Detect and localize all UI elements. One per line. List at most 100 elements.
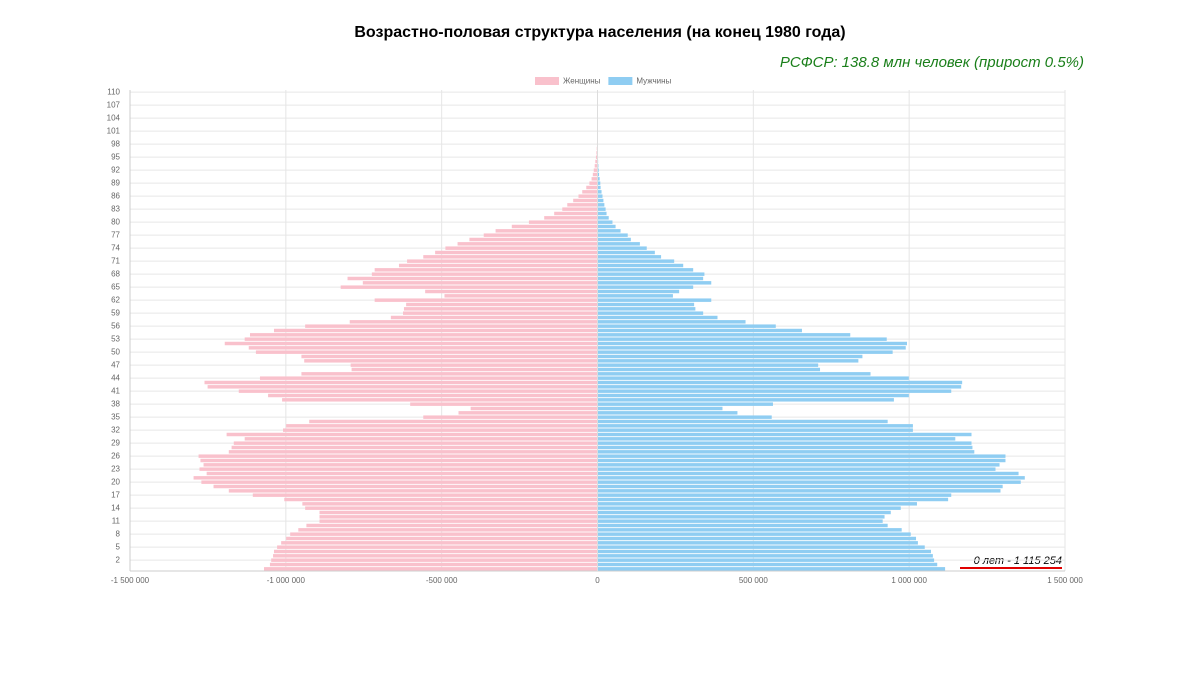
bar	[319, 510, 598, 515]
y-tick-label: 32	[111, 425, 120, 434]
bar	[228, 450, 598, 454]
bar	[573, 198, 598, 203]
bar	[224, 341, 598, 346]
bar	[283, 428, 598, 432]
bar	[597, 263, 684, 268]
bar	[228, 489, 598, 493]
bar	[444, 294, 598, 298]
y-tick-label: 44	[111, 373, 120, 382]
bar	[597, 181, 601, 185]
bar	[304, 359, 598, 363]
y-tick-label: 47	[111, 360, 120, 369]
bar	[597, 541, 918, 545]
bar	[200, 458, 598, 463]
y-tick-label: 92	[111, 165, 120, 174]
bar	[597, 549, 931, 554]
bar	[597, 515, 885, 519]
bar	[597, 545, 925, 549]
y-tick-label: 62	[111, 295, 120, 304]
y-tick-label: 2	[116, 555, 121, 564]
y-tick-label: 5	[116, 542, 121, 551]
bar	[407, 259, 598, 263]
y-tick-label: 89	[111, 178, 120, 187]
bar	[298, 528, 598, 532]
bar	[268, 393, 598, 398]
bar	[403, 311, 598, 315]
bar	[252, 493, 598, 497]
bar	[302, 502, 598, 506]
bar	[403, 307, 598, 311]
y-tick-label: 71	[111, 256, 120, 265]
bar	[597, 172, 600, 177]
bar	[591, 177, 598, 181]
bar	[597, 372, 871, 376]
bar	[597, 463, 1000, 467]
bar	[554, 211, 598, 216]
bar	[595, 155, 598, 159]
bar	[597, 497, 949, 502]
bar	[597, 281, 712, 285]
bar	[597, 502, 917, 506]
bar	[198, 454, 598, 458]
bar	[282, 398, 598, 402]
bar	[597, 285, 694, 289]
bar	[457, 242, 598, 246]
bar	[469, 237, 598, 242]
bar	[271, 558, 598, 562]
bar	[597, 190, 602, 194]
bar	[597, 294, 673, 298]
y-tick-label: 50	[111, 347, 120, 356]
bar	[597, 328, 802, 333]
bar	[301, 354, 598, 359]
y-tick-label: 101	[107, 126, 121, 135]
bar	[286, 536, 598, 541]
bar	[248, 346, 598, 350]
bar	[597, 298, 712, 302]
bar	[290, 532, 598, 536]
bar	[597, 450, 975, 454]
bar	[597, 506, 901, 510]
bar	[597, 424, 913, 428]
bar	[406, 302, 598, 307]
y-tick-label: 74	[111, 243, 120, 252]
bar	[309, 419, 598, 424]
x-tick-label: -500 000	[426, 576, 458, 585]
bar	[204, 380, 598, 385]
bar	[425, 289, 598, 294]
bar	[597, 437, 956, 441]
bar	[193, 476, 598, 480]
bar	[231, 445, 598, 450]
bar	[597, 562, 938, 567]
x-tick-label: 1 500 000	[1047, 576, 1083, 585]
bar	[286, 424, 598, 428]
y-tick-label: 53	[111, 334, 120, 343]
bar	[582, 190, 598, 194]
bar	[470, 406, 598, 411]
bar	[390, 315, 598, 320]
bar	[597, 567, 946, 571]
y-tick-label: 95	[111, 152, 120, 161]
y-tick-label: 107	[107, 100, 121, 109]
bar	[567, 203, 598, 207]
bar	[597, 324, 776, 328]
x-tick-label: 0	[595, 576, 600, 585]
bar	[305, 506, 598, 510]
bar	[597, 367, 821, 372]
bar	[306, 523, 598, 528]
bar	[597, 250, 655, 255]
bar	[249, 333, 598, 337]
bar	[301, 372, 598, 376]
bar	[350, 363, 598, 367]
bar	[277, 545, 598, 549]
bar	[281, 541, 598, 545]
y-tick-label: 38	[111, 399, 120, 408]
y-tick-label: 65	[111, 282, 120, 291]
bar	[597, 536, 917, 541]
y-tick-label: 23	[111, 464, 120, 473]
bar	[597, 337, 887, 341]
y-tick-label: 86	[111, 191, 120, 200]
bar	[213, 484, 598, 489]
bar	[597, 484, 1003, 489]
annotation: 0 лет - 1 115 254	[974, 555, 1062, 567]
x-tick-label: 1 000 000	[891, 576, 927, 585]
